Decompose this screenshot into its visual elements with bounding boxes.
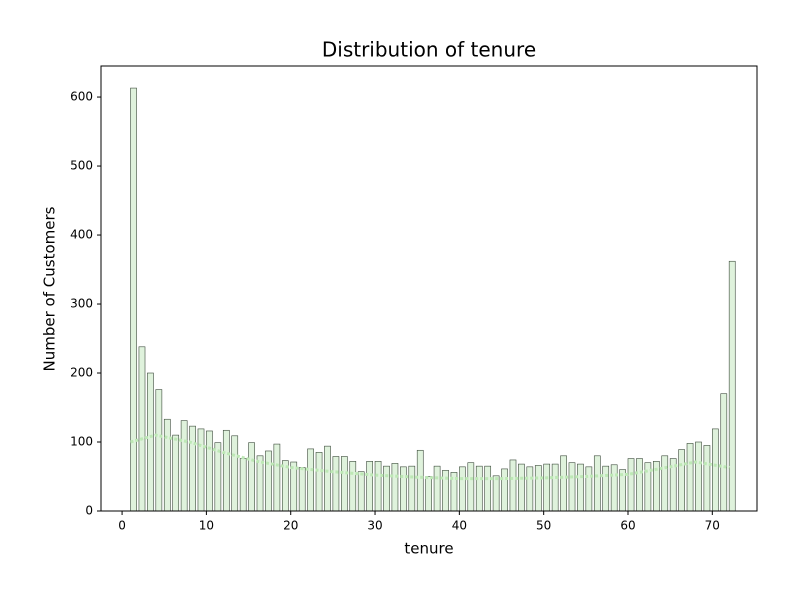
y-axis-label: Number of Customers (41, 206, 59, 371)
bar (526, 466, 534, 512)
bar (357, 471, 365, 512)
bar (189, 425, 196, 512)
bar (408, 465, 416, 512)
bar (231, 435, 239, 512)
bar (391, 463, 399, 512)
bar (501, 468, 508, 512)
bar (155, 389, 163, 512)
bar (324, 445, 331, 512)
bar (265, 450, 272, 512)
bar (256, 455, 264, 512)
bar (172, 434, 180, 512)
bar (459, 466, 466, 512)
bar (686, 443, 694, 512)
x-tick-label: 10 (199, 519, 214, 533)
bar (543, 463, 551, 512)
bar (695, 441, 702, 512)
y-tick-label: 300 (70, 297, 93, 311)
x-tick-label: 30 (367, 519, 382, 533)
bar (442, 469, 449, 512)
bar (518, 463, 525, 512)
bar (551, 463, 559, 512)
bar (374, 461, 382, 512)
bar (315, 452, 323, 512)
bar (577, 463, 584, 512)
bar (298, 467, 306, 512)
bar (509, 459, 517, 512)
bar (475, 465, 483, 512)
bar (349, 461, 357, 512)
bar (383, 465, 390, 512)
x-tick-label: 0 (118, 519, 126, 533)
bar (222, 429, 230, 512)
bar (568, 462, 576, 512)
bar (492, 475, 500, 512)
bar (467, 462, 475, 512)
bar (610, 464, 618, 512)
bar (130, 87, 137, 512)
bar (678, 449, 685, 512)
y-tick-label: 0 (85, 504, 93, 518)
bar (712, 428, 719, 512)
bar (433, 465, 441, 512)
y-tick-label: 600 (70, 90, 93, 104)
bar (341, 456, 348, 512)
bar (206, 430, 213, 512)
bar (661, 455, 669, 512)
bar (593, 455, 601, 512)
bar (138, 346, 146, 512)
x-tick-label: 60 (620, 519, 635, 533)
bar (484, 465, 492, 512)
bar (400, 466, 407, 512)
bar (425, 476, 432, 512)
bar (585, 466, 593, 512)
x-tick-label: 50 (536, 519, 551, 533)
bar (703, 445, 711, 512)
bar (307, 448, 314, 512)
y-tick-label: 500 (70, 159, 93, 173)
kde-line (130, 433, 730, 481)
bar (248, 442, 255, 512)
y-tick-label: 100 (70, 435, 93, 449)
x-axis-label: tenure (404, 540, 453, 558)
bar (728, 260, 736, 512)
bar (147, 372, 154, 512)
y-tick-label: 400 (70, 228, 93, 242)
bar (416, 449, 424, 512)
bar (720, 393, 728, 512)
x-tick-label: 40 (452, 519, 467, 533)
bar (627, 458, 635, 512)
bar (366, 461, 373, 512)
bar (602, 465, 610, 512)
bar (636, 458, 643, 512)
bar (163, 418, 171, 512)
plot-frame (100, 65, 758, 512)
x-tick-label: 70 (705, 519, 720, 533)
bar (332, 456, 340, 512)
bar (180, 420, 188, 512)
bar (197, 428, 205, 512)
bar (273, 443, 281, 512)
y-tick-label: 200 (70, 366, 93, 380)
x-tick-label: 20 (283, 519, 298, 533)
chart-title: Distribution of tenure (322, 38, 536, 62)
bar (239, 458, 247, 512)
bar (534, 465, 542, 512)
bar (560, 455, 567, 512)
